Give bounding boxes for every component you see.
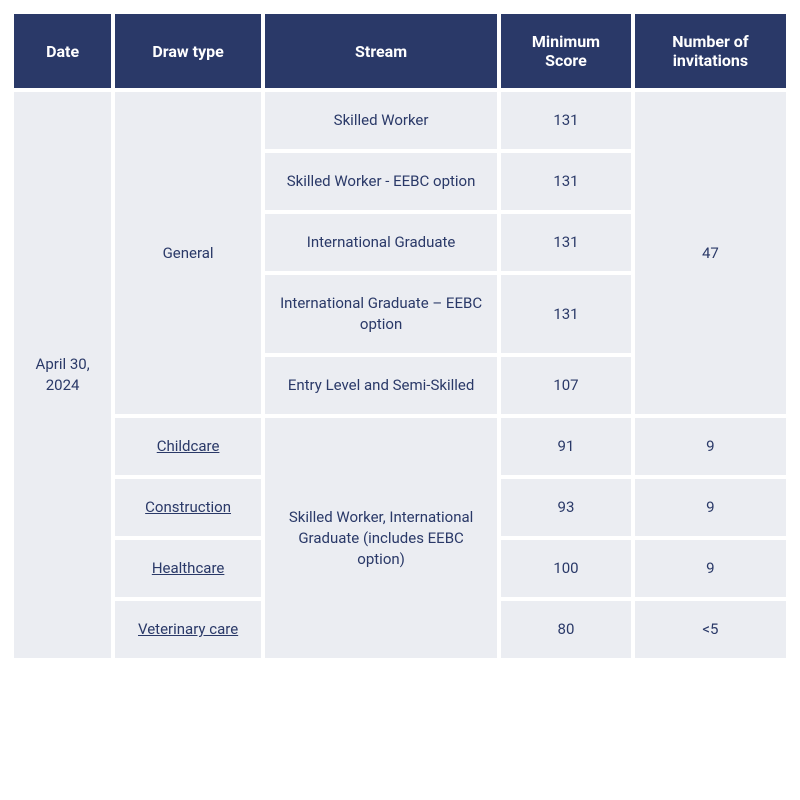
- cell-score: 131: [501, 92, 631, 149]
- header-draw-type: Draw type: [115, 14, 261, 88]
- cell-stream: International Graduate – EEBC option: [265, 275, 497, 353]
- cell-draw-healthcare: Healthcare: [115, 540, 261, 597]
- header-invitations: Number of invitations: [635, 14, 786, 88]
- cell-stream: Skilled Worker - EEBC option: [265, 153, 497, 210]
- cell-score: 91: [501, 418, 631, 475]
- cell-date: April 30, 2024: [14, 92, 111, 658]
- cell-invitations: 9: [635, 479, 786, 536]
- cell-invitations: <5: [635, 601, 786, 658]
- draw-results-table: Date Draw type Stream Minimum Score Numb…: [10, 10, 790, 662]
- cell-invitations: 47: [635, 92, 786, 414]
- table-row: Childcare Skilled Worker, International …: [14, 418, 786, 475]
- header-stream: Stream: [265, 14, 497, 88]
- cell-score: 131: [501, 214, 631, 271]
- header-min-score: Minimum Score: [501, 14, 631, 88]
- veterinary-link[interactable]: Veterinary care: [138, 620, 238, 638]
- cell-score: 107: [501, 357, 631, 414]
- header-date: Date: [14, 14, 111, 88]
- construction-link[interactable]: Construction: [145, 498, 231, 516]
- cell-score: 131: [501, 275, 631, 353]
- cell-draw-childcare: Childcare: [115, 418, 261, 475]
- childcare-link[interactable]: Childcare: [157, 437, 220, 455]
- table-row: April 30, 2024 General Skilled Worker 13…: [14, 92, 786, 149]
- cell-stream: Skilled Worker: [265, 92, 497, 149]
- cell-stream: Entry Level and Semi-Skilled: [265, 357, 497, 414]
- cell-draw-general: General: [115, 92, 261, 414]
- healthcare-link[interactable]: Healthcare: [152, 559, 225, 577]
- cell-score: 131: [501, 153, 631, 210]
- cell-score: 100: [501, 540, 631, 597]
- cell-stream-shared: Skilled Worker, International Graduate (…: [265, 418, 497, 658]
- cell-invitations: 9: [635, 418, 786, 475]
- cell-stream: International Graduate: [265, 214, 497, 271]
- cell-draw-construction: Construction: [115, 479, 261, 536]
- cell-score: 93: [501, 479, 631, 536]
- table-header-row: Date Draw type Stream Minimum Score Numb…: [14, 14, 786, 88]
- cell-invitations: 9: [635, 540, 786, 597]
- cell-score: 80: [501, 601, 631, 658]
- cell-draw-veterinary: Veterinary care: [115, 601, 261, 658]
